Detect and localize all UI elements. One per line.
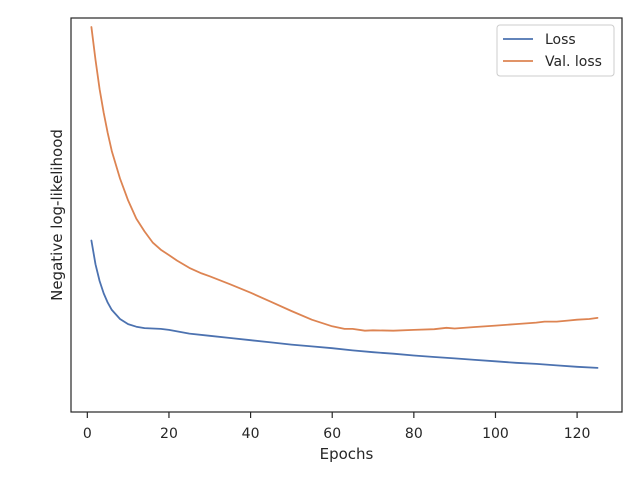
- legend-label-loss: Loss: [545, 32, 576, 48]
- y-axis-label: Negative log-likelihood: [48, 129, 66, 301]
- series-line-val-loss: [90, 26, 599, 332]
- plot-area-frame: [70, 17, 623, 413]
- series-line-loss: [90, 239, 599, 369]
- x-tick-label: 20: [160, 426, 178, 442]
- x-tick-label: 120: [564, 426, 591, 442]
- legend-box: [496, 24, 615, 77]
- legend-label-val-loss: Val. loss: [545, 54, 602, 70]
- x-axis-ticks: 0 20 40 60 80 100 120: [83, 412, 591, 442]
- x-tick-label: 0: [83, 426, 92, 442]
- x-tick-label: 80: [405, 426, 423, 442]
- legend: Loss Val. loss: [496, 24, 615, 77]
- series-layer: [90, 26, 599, 369]
- x-tick-label: 40: [242, 426, 260, 442]
- x-axis-label: Epochs: [320, 445, 374, 463]
- x-tick-label: 100: [482, 426, 509, 442]
- x-tick-label: 60: [323, 426, 341, 442]
